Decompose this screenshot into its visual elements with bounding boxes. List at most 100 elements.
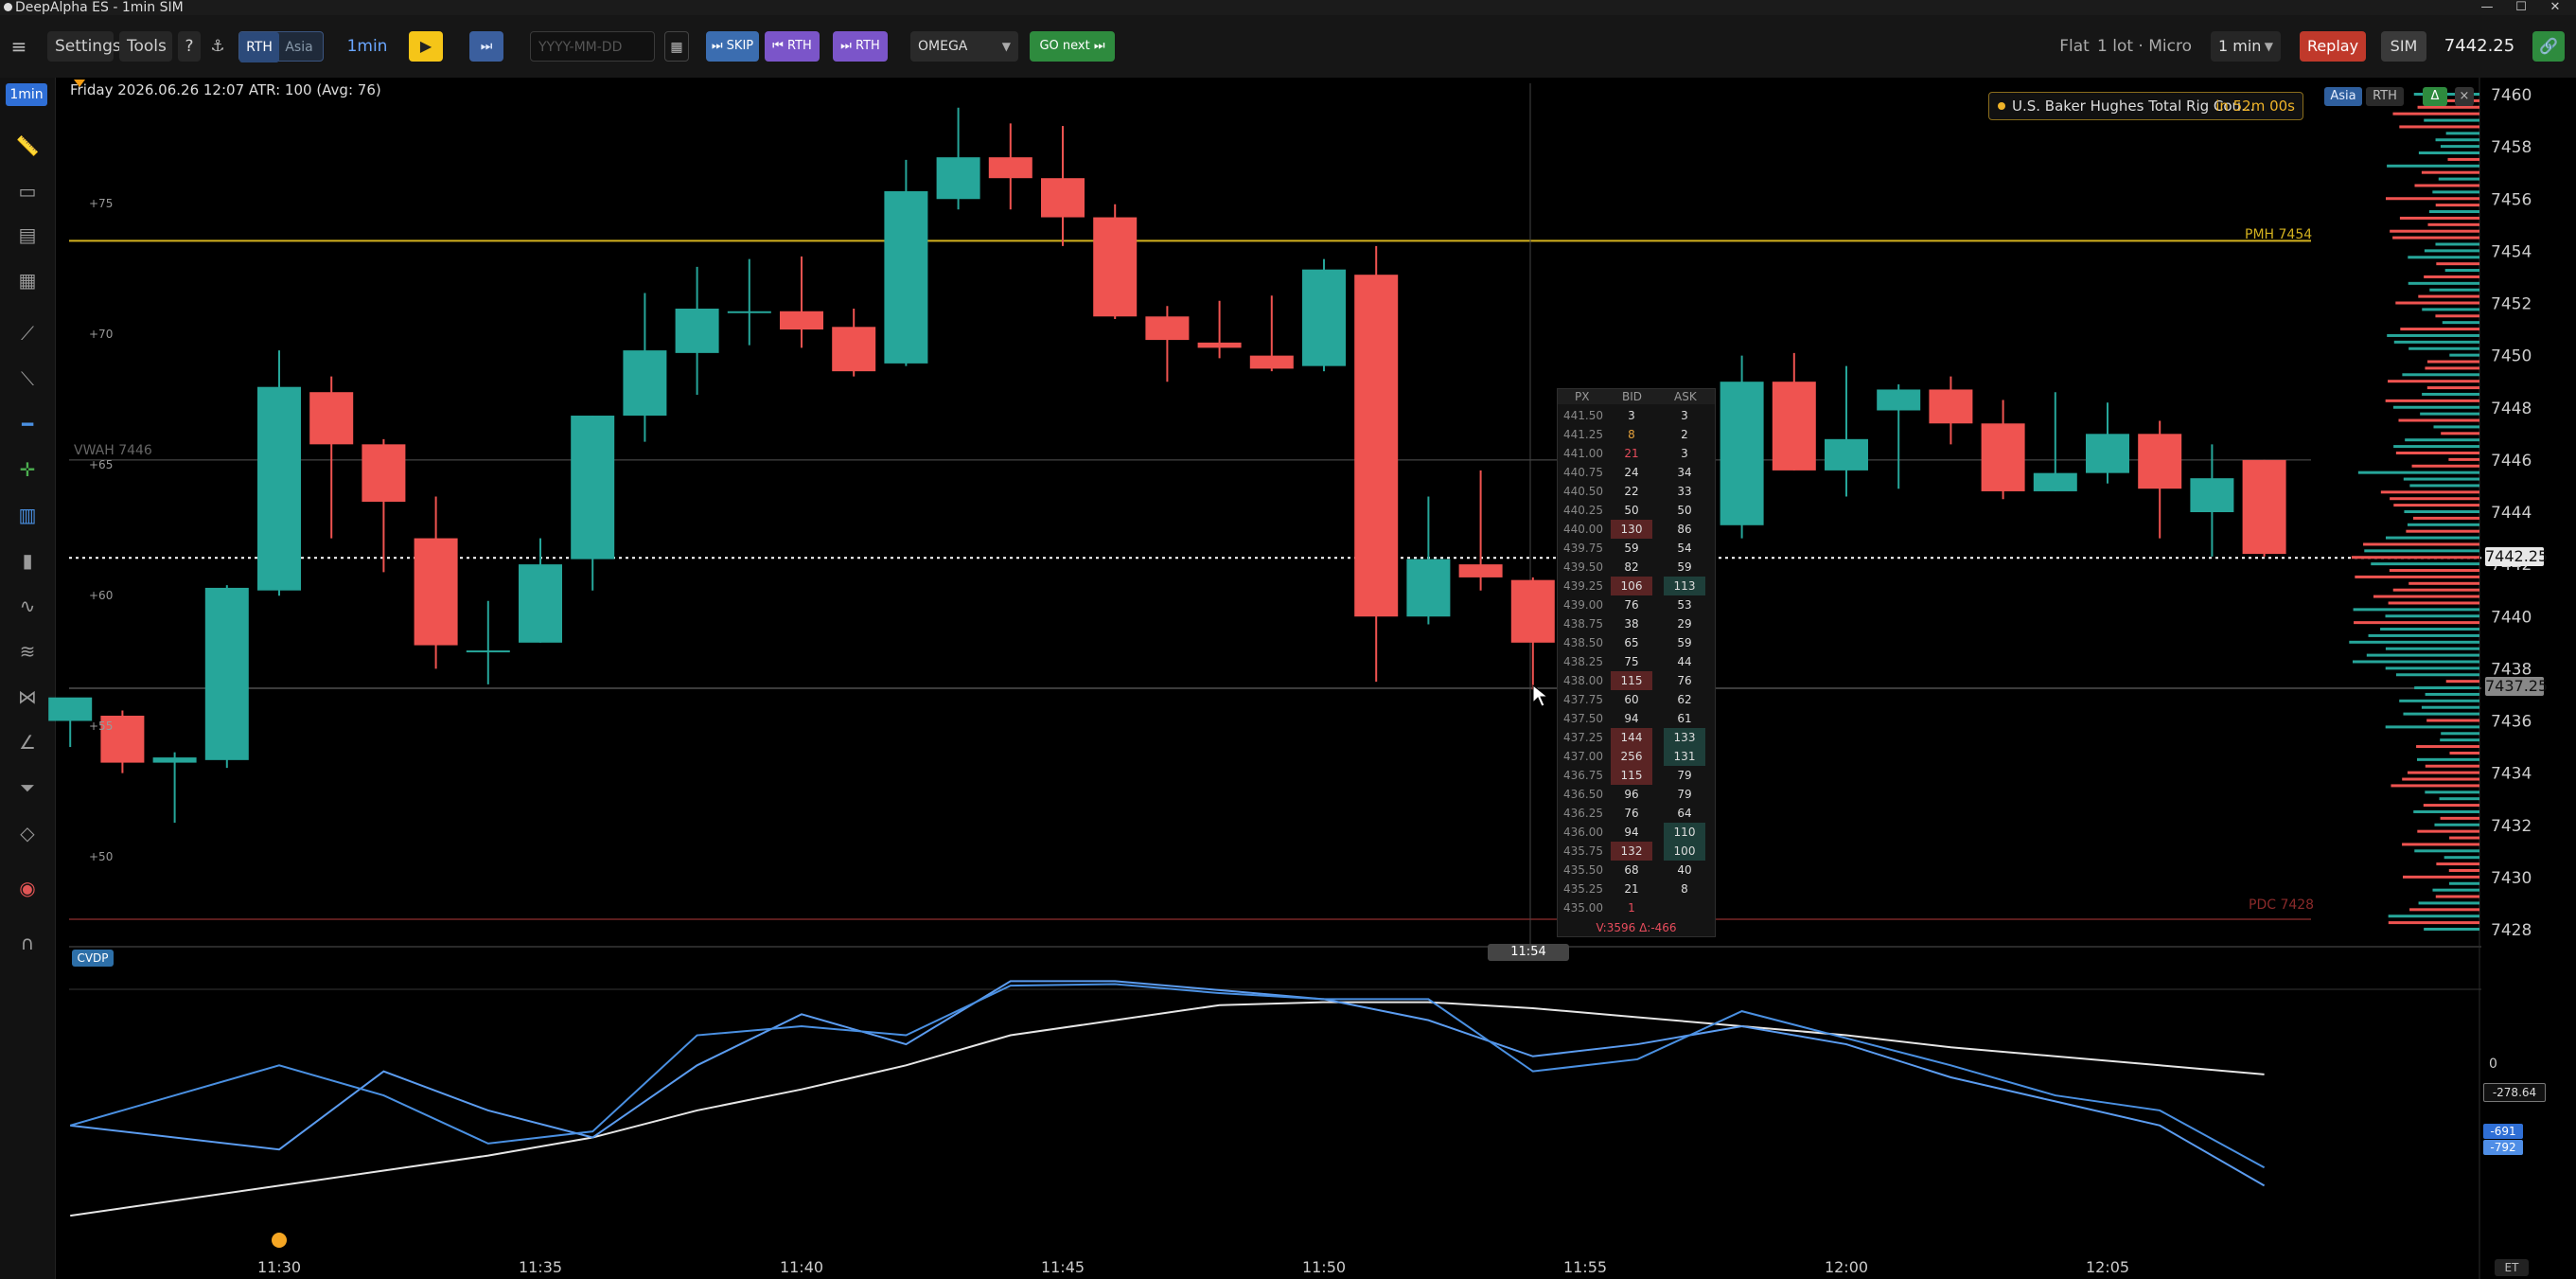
tools-button[interactable]: Tools [119, 31, 172, 62]
close-window-icon[interactable]: ✕ [2550, 0, 2561, 14]
model-select[interactable]: OMEGA ▼ [910, 31, 1018, 62]
candle-down [832, 327, 876, 372]
ladder-row[interactable]: 439.50 82 59 [1558, 558, 1715, 577]
ladder-row[interactable]: 440.75 24 34 [1558, 463, 1715, 482]
volume-profile-bar [2351, 556, 2479, 560]
ladder-row[interactable]: 437.75 60 62 [1558, 690, 1715, 709]
order-book-ladder[interactable]: PX BID ASK 441.50 3 3 441.25 8 2 441.00 21 3 440.… [1557, 388, 1716, 937]
ladder-row[interactable]: 435.75 132 100 [1558, 842, 1715, 861]
ladder-row[interactable]: 437.50 94 61 [1558, 709, 1715, 728]
ladder-row[interactable]: 437.25 144 133 [1558, 728, 1715, 747]
ladder-row[interactable]: 440.00 130 86 [1558, 520, 1715, 539]
volume-profile-bar [2403, 875, 2479, 879]
timezone-label[interactable]: ET [2495, 1259, 2529, 1276]
ladder-row[interactable]: 437.00 256 131 [1558, 747, 1715, 766]
ladder-row[interactable]: 436.75 115 79 [1558, 766, 1715, 785]
help-button[interactable]: ? [178, 31, 201, 62]
anchor-icon[interactable]: ⚓ [210, 37, 225, 56]
filter-icon[interactable]: ⏷ [20, 776, 35, 799]
crosshair-tool-icon[interactable]: ✛ [19, 458, 36, 481]
ladder-row[interactable]: 441.00 21 3 [1558, 444, 1715, 463]
ladder-row[interactable]: 438.25 75 44 [1558, 652, 1715, 671]
ladder-row[interactable]: 439.25 106 113 [1558, 577, 1715, 595]
ladder-row[interactable]: 435.50 68 40 [1558, 861, 1715, 879]
table-icon[interactable]: ▦ [18, 269, 37, 292]
angle-icon[interactable]: ∠ [19, 731, 36, 754]
path-icon[interactable]: ∿ [19, 595, 36, 617]
bar-chart-icon[interactable]: ▮ [22, 549, 33, 572]
profile-delta-toggle[interactable]: Δ [2423, 87, 2447, 106]
ladder-row[interactable]: 441.25 8 2 [1558, 425, 1715, 444]
connection-link-icon[interactable]: 🔗 [2532, 31, 2565, 62]
price-chart[interactable]: 7460 7458 7456 7454 7452 7450 7448 7446 7444 7442… [0, 78, 2576, 1279]
ladder-row[interactable]: 439.00 76 53 [1558, 595, 1715, 614]
sim-button[interactable]: SIM [2381, 31, 2426, 62]
channel-icon[interactable]: ≋ [19, 640, 36, 663]
ladder-row[interactable]: 438.75 38 29 [1558, 614, 1715, 633]
prev-rth-button[interactable]: ⏮ RTH [765, 31, 820, 62]
ladder-row[interactable]: 441.50 3 3 [1558, 406, 1715, 425]
maximize-icon[interactable]: ☐ [2515, 0, 2527, 14]
volume-profile-bar [2426, 360, 2479, 364]
economic-event-banner[interactable]: U.S. Baker Hughes Total Rig Cou... in 52… [1988, 92, 2303, 120]
volume-profile-bar [2423, 804, 2479, 808]
volume-profile-bar [2403, 477, 2479, 481]
magnet-icon[interactable]: ∩ [20, 932, 35, 954]
ladder-bid: 3 [1628, 409, 1635, 422]
calculator-icon[interactable]: ▥ [18, 504, 37, 526]
ladder-row[interactable]: 438.00 115 76 [1558, 671, 1715, 690]
cvd-indicator-badge[interactable]: CVDP [72, 950, 114, 967]
ladder-header-px: PX [1575, 390, 1590, 403]
trend-line-icon[interactable]: ⟋ [21, 322, 34, 345]
hamburger-menu-icon[interactable]: ≡ [10, 35, 27, 58]
candle-up [257, 386, 301, 591]
date-input[interactable]: YYYY-MM-DD [530, 31, 655, 62]
ladder-row[interactable]: 435.25 21 8 [1558, 879, 1715, 898]
calendar-icon[interactable]: ▦ [664, 31, 689, 62]
timeframe-badge[interactable]: 1min [6, 83, 47, 106]
interval-select[interactable]: 1 min ▼ [2211, 31, 2281, 62]
ladder-ask: 29 [1677, 617, 1692, 631]
candle-up [2190, 478, 2234, 512]
diamond-icon[interactable]: ◇ [20, 822, 35, 844]
ruler-icon[interactable]: 📏 [15, 134, 40, 157]
ladder-row[interactable]: 435.00 1 [1558, 898, 1715, 917]
go-next-button[interactable]: GO next ⏭ [1030, 31, 1115, 62]
pattern-icon[interactable]: ⋈ [18, 685, 37, 708]
profile-tab-asia[interactable]: Asia [2324, 87, 2362, 106]
session-rth-option[interactable]: RTH [239, 32, 279, 62]
cvd-value-2: -792 [2483, 1140, 2523, 1155]
session-asia-option[interactable]: Asia [285, 40, 313, 55]
y-tick-label: 7454 [2491, 242, 2532, 261]
timeframe-label[interactable]: 1min [346, 37, 388, 56]
ladder-row[interactable]: 436.00 94 110 [1558, 823, 1715, 842]
replay-button[interactable]: Replay [2300, 31, 2366, 62]
ladder-ask: 133 [1664, 728, 1705, 747]
next-rth-button[interactable]: ⏭ RTH [833, 31, 888, 62]
ladder-row[interactable]: 440.25 50 50 [1558, 501, 1715, 520]
volume-profile-bar [2402, 843, 2479, 846]
vwah-level-label: VWAH 7446 [74, 443, 152, 458]
minimize-icon[interactable]: — [2480, 0, 2494, 14]
text-box-icon[interactable]: ▭ [18, 180, 37, 203]
profile-tab-rth[interactable]: RTH [2366, 87, 2404, 106]
volume-profile-bar [2412, 516, 2479, 520]
ladder-bid: 21 [1624, 447, 1639, 460]
ladder-row[interactable]: 436.50 96 79 [1558, 785, 1715, 804]
ray-icon[interactable]: ⟍ [21, 367, 34, 390]
settings-button[interactable]: Settings [47, 31, 121, 62]
play-button[interactable]: ▶ [409, 31, 443, 62]
ladder-row[interactable]: 436.25 76 64 [1558, 804, 1715, 823]
session-toggle[interactable]: RTH Asia [238, 31, 324, 62]
ladder-row[interactable]: 439.75 59 54 [1558, 539, 1715, 558]
step-forward-button[interactable]: ⏭ [469, 31, 503, 62]
chevron-down-icon: ▼ [1001, 40, 1011, 53]
skip-button[interactable]: ⏭ SKIP [706, 31, 759, 62]
ladder-row[interactable]: 440.50 22 33 [1558, 482, 1715, 501]
notes-icon[interactable]: ▤ [18, 223, 37, 246]
ladder-row[interactable]: 438.50 65 59 [1558, 633, 1715, 652]
profile-close-button[interactable]: × [2455, 87, 2474, 106]
top-toolbar: ≡ Settings Tools ? ⚓ RTH Asia 1min ▶ ⏭ YY… [0, 15, 2576, 78]
horizontal-line-icon[interactable]: ━ [21, 413, 34, 435]
hide-drawings-icon[interactable]: ◉ [19, 877, 36, 899]
